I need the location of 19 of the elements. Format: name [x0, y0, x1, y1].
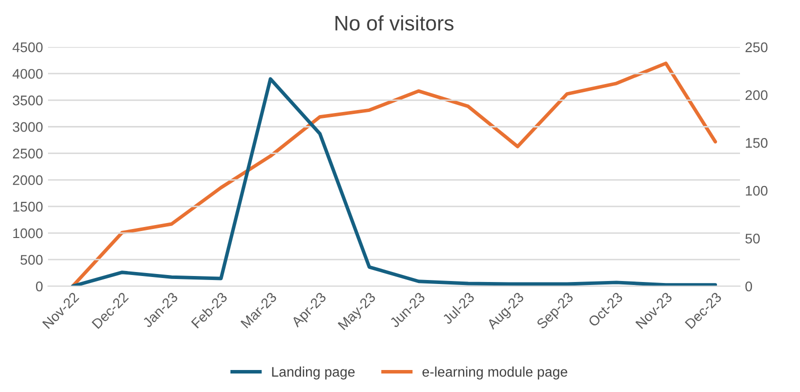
y-tick-label: 500: [20, 254, 43, 265]
y-tick-label: 2000: [12, 175, 43, 186]
legend-label: e-learning module page: [422, 366, 568, 380]
y2-tick-label: 0: [745, 281, 752, 292]
y2-tick-label: 150: [746, 138, 768, 148]
y-tick-label: 4000: [12, 68, 43, 79]
y2-tick-label: 200: [746, 90, 768, 100]
chart-title: No of visitors: [336, 15, 454, 31]
y-tick-label: 1500: [13, 202, 43, 212]
y-tick-label: 2500: [12, 148, 43, 158]
y-tick-label: 0: [36, 281, 43, 292]
y-tick-label: 3500: [12, 96, 43, 106]
legend-label: Landing page: [272, 366, 355, 380]
y-tick-label: 3000: [12, 122, 43, 132]
y-tick-label: 1000: [13, 228, 43, 238]
y-tick-label: 4500: [12, 42, 43, 52]
y2-tick-label: 250: [746, 42, 768, 52]
y2-tick-label: 50: [745, 234, 760, 244]
y2-tick-label: 100: [746, 186, 768, 196]
